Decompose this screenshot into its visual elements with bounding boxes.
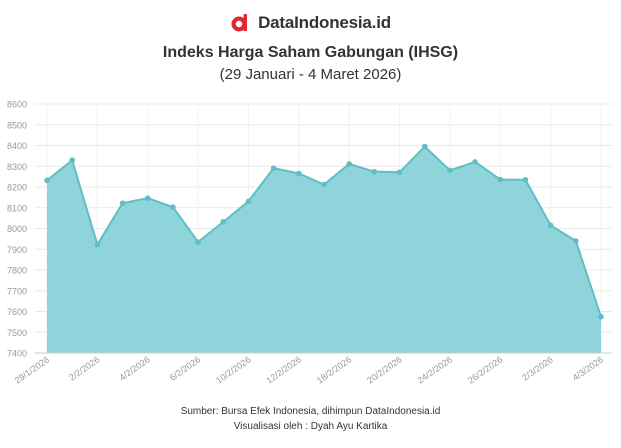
x-tick-label: 2/2/2026 — [67, 354, 101, 382]
x-tick-label: 20/2/2026 — [365, 354, 404, 385]
data-point — [371, 168, 378, 175]
data-point — [144, 195, 151, 202]
data-point — [598, 313, 604, 320]
y-tick-label: 8300 — [7, 162, 27, 172]
chart-title: Indeks Harga Saham Gabungan (IHSG) — [162, 44, 459, 61]
source-note: Sumber: Bursa Efek Indonesia, dihimpun D… — [180, 406, 441, 417]
x-tick-label: 4/2/2026 — [117, 354, 151, 382]
dataindonesia-logo-icon — [231, 14, 248, 32]
data-point — [346, 161, 352, 167]
data-point — [421, 143, 428, 150]
data-point — [270, 165, 277, 171]
credit-note: Visualisasi oleh : Dyah Ayu Kartika — [233, 421, 388, 432]
data-point — [44, 177, 50, 184]
x-tick-label: 12/2/2026 — [264, 354, 303, 385]
brand-name: DataIndonesia.id — [258, 13, 391, 32]
y-tick-label: 7700 — [7, 286, 27, 296]
y-tick-label: 7800 — [7, 266, 27, 276]
x-tick-label: 2/3/2026 — [520, 354, 554, 382]
x-tick-label: 26/2/2026 — [466, 354, 505, 385]
brand-header: DataIndonesia.id — [0, 10, 621, 36]
y-tick-label: 8100 — [7, 203, 27, 213]
data-point — [472, 159, 478, 165]
data-point — [69, 157, 75, 164]
y-tick-label: 8000 — [7, 224, 27, 234]
y-tick-label: 8200 — [7, 183, 27, 193]
x-tick-label: 24/2/2026 — [416, 354, 455, 385]
y-tick-label: 7900 — [7, 245, 27, 255]
y-tick-label: 7400 — [7, 349, 27, 359]
data-point — [220, 219, 227, 225]
data-point — [396, 169, 403, 176]
area-fill — [47, 146, 601, 353]
y-tick-label: 7500 — [7, 328, 27, 338]
data-point — [94, 241, 101, 248]
data-point — [245, 198, 252, 205]
y-tick-label: 7600 — [7, 307, 27, 317]
data-point — [522, 176, 529, 183]
x-tick-label: 18/2/2026 — [315, 354, 354, 385]
data-point — [547, 222, 554, 229]
data-point — [296, 170, 302, 177]
data-point — [497, 176, 504, 183]
data-point — [321, 181, 327, 188]
data-point — [119, 200, 126, 206]
data-point — [573, 238, 579, 244]
y-tick-label: 8400 — [7, 141, 27, 151]
y-tick-label: 8500 — [7, 120, 27, 130]
data-point — [170, 204, 176, 210]
chart-subtitle: (29 Januari - 4 Maret 2026) — [219, 66, 402, 83]
data-point — [195, 239, 201, 245]
y-tick-label: 8600 — [7, 100, 27, 110]
x-tick-label: 29/1/2026 — [13, 354, 52, 385]
data-point — [447, 167, 453, 174]
x-tick-label: 6/2/2026 — [168, 354, 202, 382]
x-tick-label: 10/2/2026 — [214, 354, 253, 385]
x-tick-label: 4/3/2026 — [571, 354, 605, 382]
